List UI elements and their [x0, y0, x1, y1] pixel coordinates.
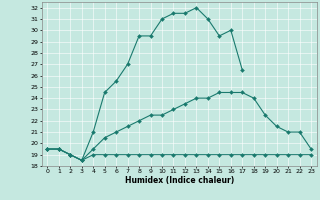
X-axis label: Humidex (Indice chaleur): Humidex (Indice chaleur): [124, 176, 234, 185]
